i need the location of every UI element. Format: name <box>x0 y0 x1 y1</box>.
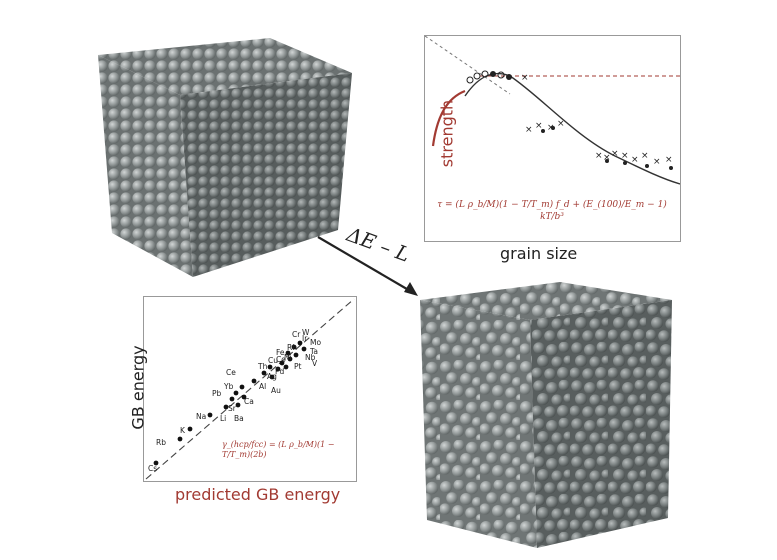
gb-energy-axis-label: GB energy <box>128 345 148 430</box>
ordered-cube-side-face <box>180 73 352 277</box>
reference-dashed-line <box>425 36 511 95</box>
gb-data-points <box>153 340 307 466</box>
svg-text:Ni: Ni <box>284 353 292 362</box>
svg-text:Yb: Yb <box>223 382 234 391</box>
strength-equation: τ = (L ρ_b/M)(1 − T/T_m) f_d + (E_(100)/… <box>437 200 667 222</box>
svg-text:Sr: Sr <box>228 404 237 413</box>
transformation-arrow <box>317 236 418 296</box>
svg-text:K: K <box>180 426 186 435</box>
svg-text:×: × <box>603 153 611 163</box>
strength-rise-curve <box>431 89 466 147</box>
disordered-cube-side-face <box>530 300 672 548</box>
svg-text:×: × <box>611 149 619 159</box>
strength-panel: × × × × × × × × × × × × × strength τ = (L ρ_b/… <box>424 35 681 242</box>
svg-text:Na: Na <box>196 412 206 421</box>
svg-text:×: × <box>595 151 603 161</box>
svg-text:Rh: Rh <box>287 343 297 352</box>
svg-text:Cu: Cu <box>268 356 278 365</box>
svg-text:×: × <box>653 157 661 167</box>
svg-text:Au: Au <box>271 386 281 395</box>
svg-text:Nb: Nb <box>305 353 316 362</box>
svg-text:Pd: Pd <box>275 367 285 376</box>
disordered-cube-top-face <box>420 282 672 320</box>
strength-axis-label: strength <box>437 99 457 168</box>
svg-text:×: × <box>547 123 555 133</box>
svg-text:×: × <box>521 73 529 83</box>
svg-text:V: V <box>312 359 318 368</box>
svg-text:×: × <box>557 119 565 129</box>
svg-text:Ir: Ir <box>302 334 308 343</box>
svg-text:Ca: Ca <box>244 397 254 406</box>
svg-text:Li: Li <box>220 414 226 423</box>
svg-text:Cs: Cs <box>148 464 157 473</box>
strength-plot: × × × × × × × × × × × × × <box>425 36 680 185</box>
svg-text:Pt: Pt <box>294 362 302 371</box>
svg-text:×: × <box>631 155 639 165</box>
predicted-gb-energy-axis-label: predicted GB energy <box>175 485 341 504</box>
svg-text:Ce: Ce <box>226 368 236 377</box>
svg-text:Rb: Rb <box>156 438 166 447</box>
ordered-cube-front-face <box>98 55 193 277</box>
parity-dashed-line <box>145 298 355 480</box>
svg-text:Co: Co <box>276 355 286 364</box>
svg-text:Fe: Fe <box>276 348 285 357</box>
svg-text:×: × <box>665 155 673 165</box>
grain-size-axis-label: grain size <box>500 244 578 263</box>
svg-text:Al: Al <box>259 382 266 391</box>
svg-text:×: × <box>525 125 533 135</box>
svg-text:×: × <box>641 151 649 161</box>
svg-text:Mo: Mo <box>310 338 321 347</box>
svg-text:×: × <box>621 151 629 161</box>
svg-text:×: × <box>535 121 543 131</box>
disordered-cube-front-face <box>420 300 537 548</box>
svg-text:Ag: Ag <box>267 372 277 381</box>
ordered-cube-top-face <box>98 38 352 95</box>
svg-text:W: W <box>302 328 310 337</box>
svg-text:Ba: Ba <box>234 414 244 423</box>
svg-text:Th: Th <box>257 362 268 371</box>
svg-text:Pb: Pb <box>212 389 222 398</box>
svg-text:Ta: Ta <box>309 347 318 356</box>
data-markers: × × × × × × × × × × × × × <box>466 70 673 170</box>
svg-text:Cr: Cr <box>292 330 301 339</box>
gb-energy-panel: W Cr Ir Mo Ta Nb V Fe Rh Ni Co Pt Cu Pd Ag Th Al Au … <box>143 296 357 482</box>
gb-equation: γ_(hcp/fcc) = (L ρ_b/M)(1 − T/T_m)(2b) <box>222 440 335 459</box>
